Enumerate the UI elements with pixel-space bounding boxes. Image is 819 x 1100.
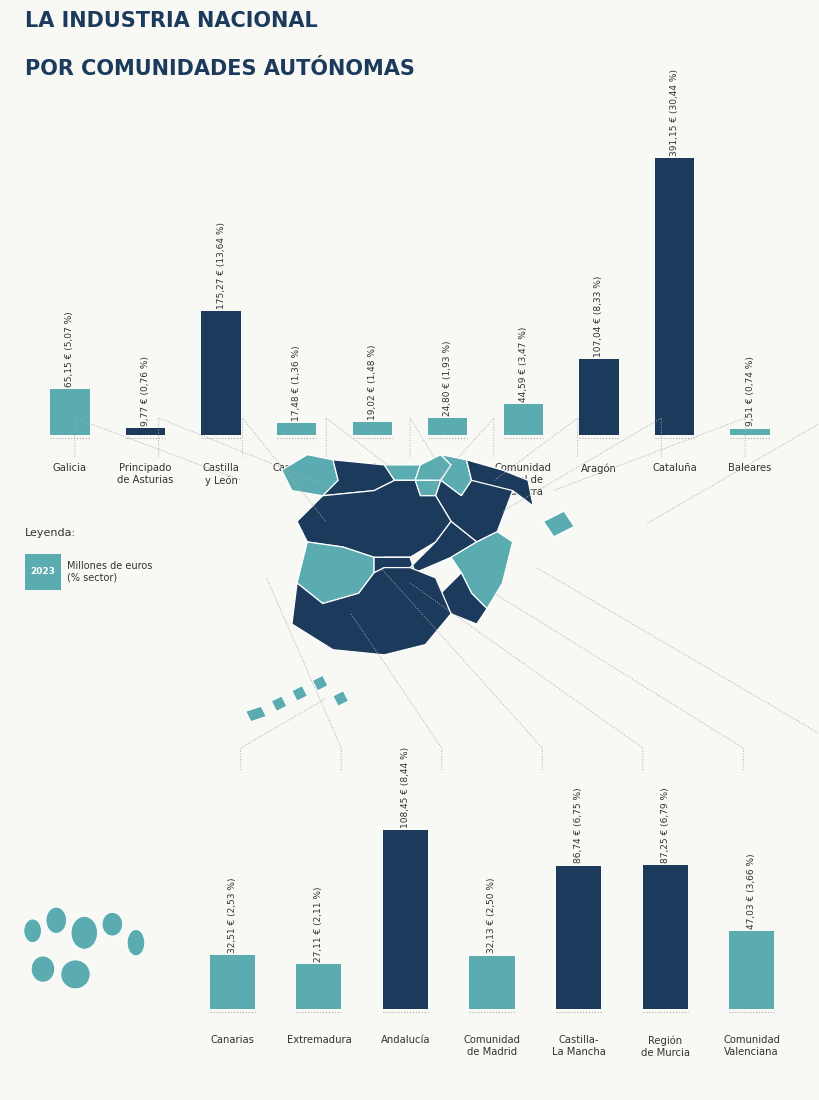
Text: 391,15 € (30,44 %): 391,15 € (30,44 %) xyxy=(669,69,678,156)
Text: Leyenda:: Leyenda: xyxy=(25,528,75,538)
Bar xyxy=(469,956,514,1009)
Text: 175,27 € (13,64 %): 175,27 € (13,64 %) xyxy=(216,222,225,309)
Text: 17,48 € (1,36 %): 17,48 € (1,36 %) xyxy=(292,345,301,421)
Bar xyxy=(201,311,241,436)
Polygon shape xyxy=(296,481,450,558)
Bar xyxy=(428,418,467,436)
Text: 2023: 2023 xyxy=(30,568,55,576)
Bar xyxy=(654,158,694,436)
Ellipse shape xyxy=(71,916,97,949)
Polygon shape xyxy=(292,685,307,701)
Polygon shape xyxy=(441,454,471,496)
Text: 108,45 € (8,44 %): 108,45 € (8,44 %) xyxy=(400,747,410,827)
Text: 65,15 € (5,07 %): 65,15 € (5,07 %) xyxy=(66,311,75,387)
Bar xyxy=(578,360,618,436)
Text: 27,11 € (2,11 %): 27,11 € (2,11 %) xyxy=(314,887,323,961)
Polygon shape xyxy=(312,675,328,691)
Text: 32,13 € (2,50 %): 32,13 € (2,50 %) xyxy=(487,878,495,954)
Ellipse shape xyxy=(61,960,90,989)
Polygon shape xyxy=(450,531,512,608)
Text: 107,04 € (8,33 %): 107,04 € (8,33 %) xyxy=(594,276,603,358)
Text: 19,02 € (1,48 %): 19,02 € (1,48 %) xyxy=(367,344,376,420)
Polygon shape xyxy=(543,512,573,537)
Polygon shape xyxy=(292,568,450,654)
Polygon shape xyxy=(373,521,476,573)
Bar xyxy=(503,404,542,436)
Bar xyxy=(50,389,89,436)
Ellipse shape xyxy=(46,908,66,934)
Bar xyxy=(210,955,255,1009)
Bar xyxy=(642,865,687,1009)
Ellipse shape xyxy=(31,956,55,982)
Ellipse shape xyxy=(127,930,145,956)
Bar xyxy=(352,421,391,436)
FancyBboxPatch shape xyxy=(25,554,61,590)
Text: 9,77 € (0,76 %): 9,77 € (0,76 %) xyxy=(141,356,150,426)
Polygon shape xyxy=(333,691,348,706)
Bar xyxy=(125,428,165,436)
Polygon shape xyxy=(414,454,450,481)
Ellipse shape xyxy=(102,912,123,936)
Polygon shape xyxy=(441,573,486,624)
Polygon shape xyxy=(384,465,420,481)
Bar xyxy=(382,830,428,1009)
Text: LA INDUSTRIA NACIONAL: LA INDUSTRIA NACIONAL xyxy=(25,11,317,31)
Bar xyxy=(555,866,600,1009)
Polygon shape xyxy=(414,481,441,496)
Polygon shape xyxy=(435,460,512,542)
Text: 86,74 € (6,75 %): 86,74 € (6,75 %) xyxy=(573,788,582,864)
Polygon shape xyxy=(373,558,414,583)
Ellipse shape xyxy=(24,918,42,943)
Text: 47,03 € (3,66 %): 47,03 € (3,66 %) xyxy=(746,854,755,928)
Polygon shape xyxy=(271,696,287,712)
Polygon shape xyxy=(296,542,373,604)
Bar xyxy=(728,932,773,1009)
Text: POR COMUNIDADES AUTÓNOMAS: POR COMUNIDADES AUTÓNOMAS xyxy=(25,58,414,79)
Polygon shape xyxy=(466,460,532,506)
Bar xyxy=(730,429,769,436)
Text: 44,59 € (3,47 %): 44,59 € (3,47 %) xyxy=(518,327,527,402)
Text: 24,80 € (1,93 %): 24,80 € (1,93 %) xyxy=(443,340,452,416)
Text: 32,51 € (2,53 %): 32,51 € (2,53 %) xyxy=(228,877,237,953)
Text: 87,25 € (6,79 %): 87,25 € (6,79 %) xyxy=(660,786,669,862)
Text: Millones de euros
(% sector): Millones de euros (% sector) xyxy=(67,561,152,583)
Text: 9,51 € (0,74 %): 9,51 € (0,74 %) xyxy=(744,356,753,427)
Bar xyxy=(296,964,341,1009)
Polygon shape xyxy=(323,460,394,496)
Bar xyxy=(277,422,316,436)
Polygon shape xyxy=(281,454,337,496)
Polygon shape xyxy=(246,706,266,722)
